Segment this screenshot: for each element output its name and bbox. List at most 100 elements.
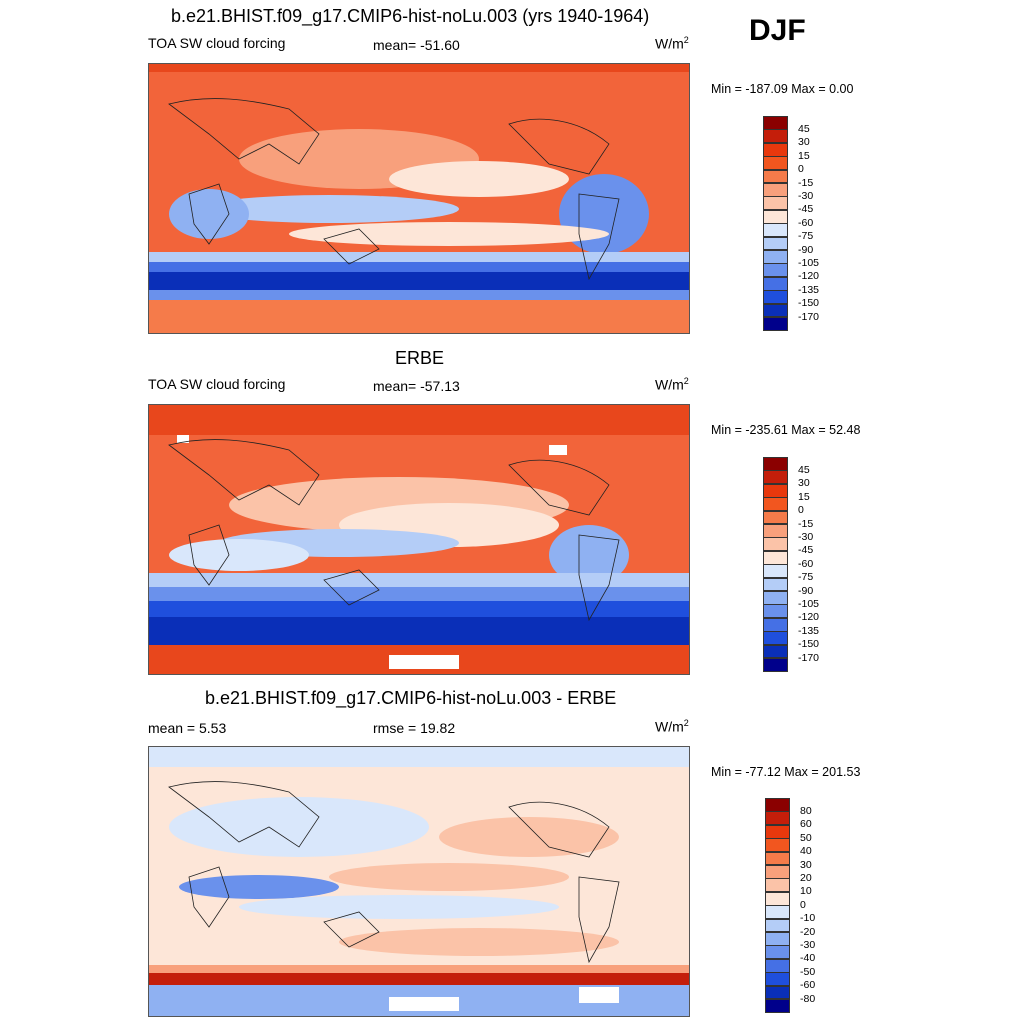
- panel-1-colorbar-tick-label: 0: [798, 163, 804, 176]
- panel-2-colorbar-tick-label: -90: [798, 584, 814, 597]
- panel-1-colorbar-tick-label: -135: [798, 283, 820, 296]
- panel-1-map: [148, 63, 690, 334]
- panel-1-mean-label: mean= -51.60: [373, 37, 460, 53]
- panel-3-colorbar-swatch: [765, 945, 790, 960]
- panel-3-colorbar-tick-label: -40: [800, 952, 816, 965]
- panel-2-colorbar-tick-label: -105: [798, 597, 820, 610]
- panel-1-colorbar-tick-label: -75: [798, 230, 814, 243]
- panel-1-colorbar-tick-label: 45: [798, 122, 810, 135]
- panel-3-colorbar-tick-label: -20: [800, 925, 816, 938]
- panel-1-colorbar-tick-label: 15: [798, 149, 810, 162]
- panel-2-minmax: Min = -235.61 Max = 52.48: [711, 423, 861, 437]
- panel-2-colorbar-tick-label: 30: [798, 477, 810, 490]
- panel-1-colorbar-swatch: [763, 142, 788, 157]
- panel-2-units: W/m2: [655, 376, 689, 393]
- panel-3-colorbar-tick-label: 30: [800, 858, 812, 871]
- panel-2-colorbar-swatch: [763, 537, 788, 552]
- panel-3-colorbar-swatch: [765, 985, 790, 1000]
- panel-3-colorbar-swatch: [765, 999, 790, 1013]
- panel-1-colorbar-swatch: [763, 290, 788, 305]
- panel-1-colorbar-tick-label: -60: [798, 216, 814, 229]
- panel-2-colorbar-swatch: [763, 577, 788, 592]
- panel-3-colorbar-tick-label: 0: [800, 898, 806, 911]
- panel-3-colorbar-swatch: [765, 958, 790, 973]
- panel-2-colorbar-swatch: [763, 617, 788, 632]
- panel-2-colorbar-swatch: [763, 524, 788, 538]
- panel-3-colorbar-swatch: [765, 905, 790, 920]
- panel-3-colorbar-tick-label: 60: [800, 818, 812, 831]
- panel-1-title: b.e21.BHIST.f09_g17.CMIP6-hist-noLu.003 …: [171, 6, 650, 26]
- panel-3-rmse-label: rmse = 19.82: [373, 720, 456, 736]
- panel-1-colorbar-swatch: [763, 196, 788, 211]
- panel-2-map: [148, 404, 690, 675]
- panel-2-colorbar-tick-label: 45: [798, 463, 810, 476]
- panel-1-minmax: Min = -187.09 Max = 0.00: [711, 82, 854, 96]
- panel-3-colorbar-swatch: [765, 878, 790, 893]
- panel-3-colorbar-swatch: [765, 891, 790, 906]
- panel-3-colorbar-swatch: [765, 865, 790, 879]
- panel-1-colorbar-tick-label: -45: [798, 203, 814, 216]
- panel-2-colorbar-swatch: [763, 604, 788, 619]
- panel-1-colorbar-swatch: [763, 223, 788, 238]
- panel-2-colorbar-tick-label: -60: [798, 557, 814, 570]
- panel-3-colorbar-tick-label: 10: [800, 885, 812, 898]
- panel-2-colorbar-swatch: [763, 591, 788, 605]
- panel-2-colorbar-tick-label: -15: [798, 517, 814, 530]
- panel-3-colorbar-tick-label: -30: [800, 938, 816, 951]
- panel-1-colorbar-tick-label: -120: [798, 270, 820, 283]
- panel-1-variable-label: TOA SW cloud forcing: [148, 35, 286, 51]
- panel-3-map: [148, 746, 690, 1017]
- panel-3-colorbar-swatch: [765, 824, 790, 839]
- panel-3-minmax: Min = -77.12 Max = 201.53: [711, 765, 861, 779]
- panel-2-variable-label: TOA SW cloud forcing: [148, 376, 286, 392]
- panel-3-colorbar-tick-label: 20: [800, 871, 812, 884]
- panel-1-colorbar-swatch: [763, 276, 788, 291]
- panel-3-colorbar-swatch: [765, 811, 790, 826]
- panel-1-colorbar-tick-label: -150: [798, 297, 820, 310]
- panel-2-colorbar-swatch: [763, 510, 788, 525]
- panel-2-colorbar-tick-label: -150: [798, 638, 820, 651]
- panel-3-colorbar-tick-label: -50: [800, 965, 816, 978]
- panel-3-units: W/m2: [655, 718, 689, 735]
- panel-3-title: b.e21.BHIST.f09_g17.CMIP6-hist-noLu.003 …: [205, 688, 617, 708]
- panel-1-map-svg: [149, 64, 689, 333]
- panel-2-colorbar-tick-label: -30: [798, 530, 814, 543]
- panel-1-colorbar-tick-label: -170: [798, 310, 820, 323]
- panel-2-colorbar-swatch: [763, 658, 788, 672]
- panel-2-colorbar-tick-label: 0: [798, 504, 804, 517]
- panel-2-colorbar-swatch: [763, 457, 788, 471]
- panel-2-colorbar-swatch: [763, 644, 788, 659]
- panel-2-map-svg: [149, 405, 689, 674]
- panel-1-colorbar-swatch: [763, 129, 788, 144]
- panel-2-colorbar-swatch: [763, 631, 788, 646]
- panel-3-colorbar-swatch: [765, 851, 790, 866]
- panel-3-colorbar-tick-label: -10: [800, 912, 816, 925]
- panel-2-colorbar-tick-label: -170: [798, 651, 820, 664]
- panel-2-colorbar-tick-label: -75: [798, 571, 814, 584]
- panel-1-colorbar-tick-label: -30: [798, 189, 814, 202]
- panel-3-colorbar-swatch: [765, 972, 790, 987]
- panel-3-mean-label: mean = 5.53: [148, 720, 227, 736]
- panel-2-mean-label: mean= -57.13: [373, 378, 460, 394]
- panel-1-colorbar-swatch: [763, 236, 788, 251]
- panel-1-units: W/m2: [655, 35, 689, 52]
- panel-3-colorbar-tick-label: -80: [800, 992, 816, 1005]
- panel-3-colorbar-tick-label: 40: [800, 845, 812, 858]
- panel-1-colorbar-swatch: [763, 209, 788, 224]
- panel-1-colorbar-tick-label: -105: [798, 256, 820, 269]
- panel-1-colorbar-swatch: [763, 250, 788, 264]
- panel-1-colorbar-swatch: [763, 183, 788, 197]
- panel-2-colorbar-tick-label: -120: [798, 611, 820, 624]
- panel-2-colorbar-swatch: [763, 470, 788, 485]
- panel-3-colorbar-tick-label: 80: [800, 804, 812, 817]
- panel-2-title: ERBE: [395, 348, 445, 368]
- panel-2-colorbar-tick-label: -45: [798, 544, 814, 557]
- panel-1-colorbar-swatch: [763, 263, 788, 278]
- panel-1-colorbar-swatch: [763, 116, 788, 130]
- panel-3-colorbar-tick-label: -60: [800, 979, 816, 992]
- panel-1-colorbar-swatch: [763, 156, 788, 171]
- panel-2-colorbar-swatch: [763, 564, 788, 579]
- panel-1-colorbar-tick-label: -90: [798, 243, 814, 256]
- panel-3-colorbar-tick-label: 50: [800, 831, 812, 844]
